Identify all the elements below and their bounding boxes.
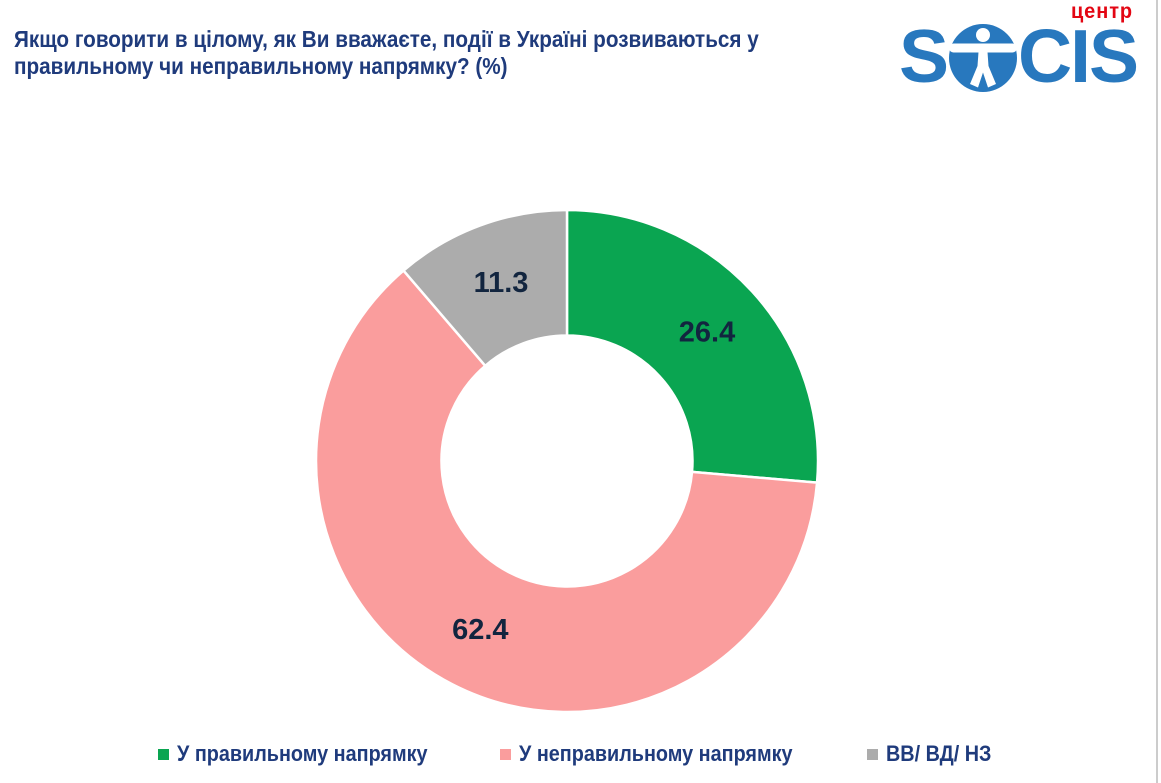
data-label-1: 26.4 bbox=[679, 317, 735, 349]
legend-label-1: У правильному напрямку bbox=[177, 741, 428, 766]
donut-slice-1 bbox=[565, 208, 820, 484]
vitruvian-man-icon bbox=[948, 24, 1017, 92]
donut-slice-3 bbox=[402, 208, 569, 368]
legend-item-3: ВВ/ ВД/ НЗ bbox=[866, 741, 1003, 766]
chart-legend: У правильному напрямку У неправильному на… bbox=[0, 742, 1161, 766]
data-label-2: 62.4 bbox=[452, 614, 508, 646]
legend-label-3: ВВ/ ВД/ НЗ bbox=[885, 741, 992, 766]
legend-marker-3 bbox=[866, 748, 878, 760]
logo-wordmark: S CIS bbox=[898, 14, 1139, 98]
logo-centr-text: центр bbox=[1070, 0, 1133, 23]
logo-letter-s: S bbox=[898, 14, 949, 98]
chart-title-line-2: правильному чи неправильному напрямку? (… bbox=[14, 53, 508, 79]
donut-slice-2 bbox=[314, 269, 819, 714]
legend-label-2: У неправильному напрямку bbox=[518, 741, 793, 766]
legend-item-1: У правильному напрямку bbox=[158, 742, 455, 766]
socis-logo: центр S CIS bbox=[898, 0, 1139, 98]
chart-title: Якщо говорити в цілому, як Ви вважаєте, … bbox=[14, 26, 914, 80]
slide-edge-line bbox=[1156, 0, 1158, 783]
chart-title-line-1: Якщо говорити в цілому, як Ви вважаєте, … bbox=[14, 26, 759, 52]
donut-chart: 26.4 62.4 11.3 bbox=[314, 208, 820, 714]
legend-item-2: У неправильному напрямку bbox=[499, 741, 823, 766]
logo-letters-cis: CIS bbox=[1017, 14, 1139, 98]
legend-marker-2 bbox=[499, 748, 511, 760]
data-label-3: 11.3 bbox=[474, 267, 529, 299]
legend-marker-1 bbox=[158, 748, 170, 760]
